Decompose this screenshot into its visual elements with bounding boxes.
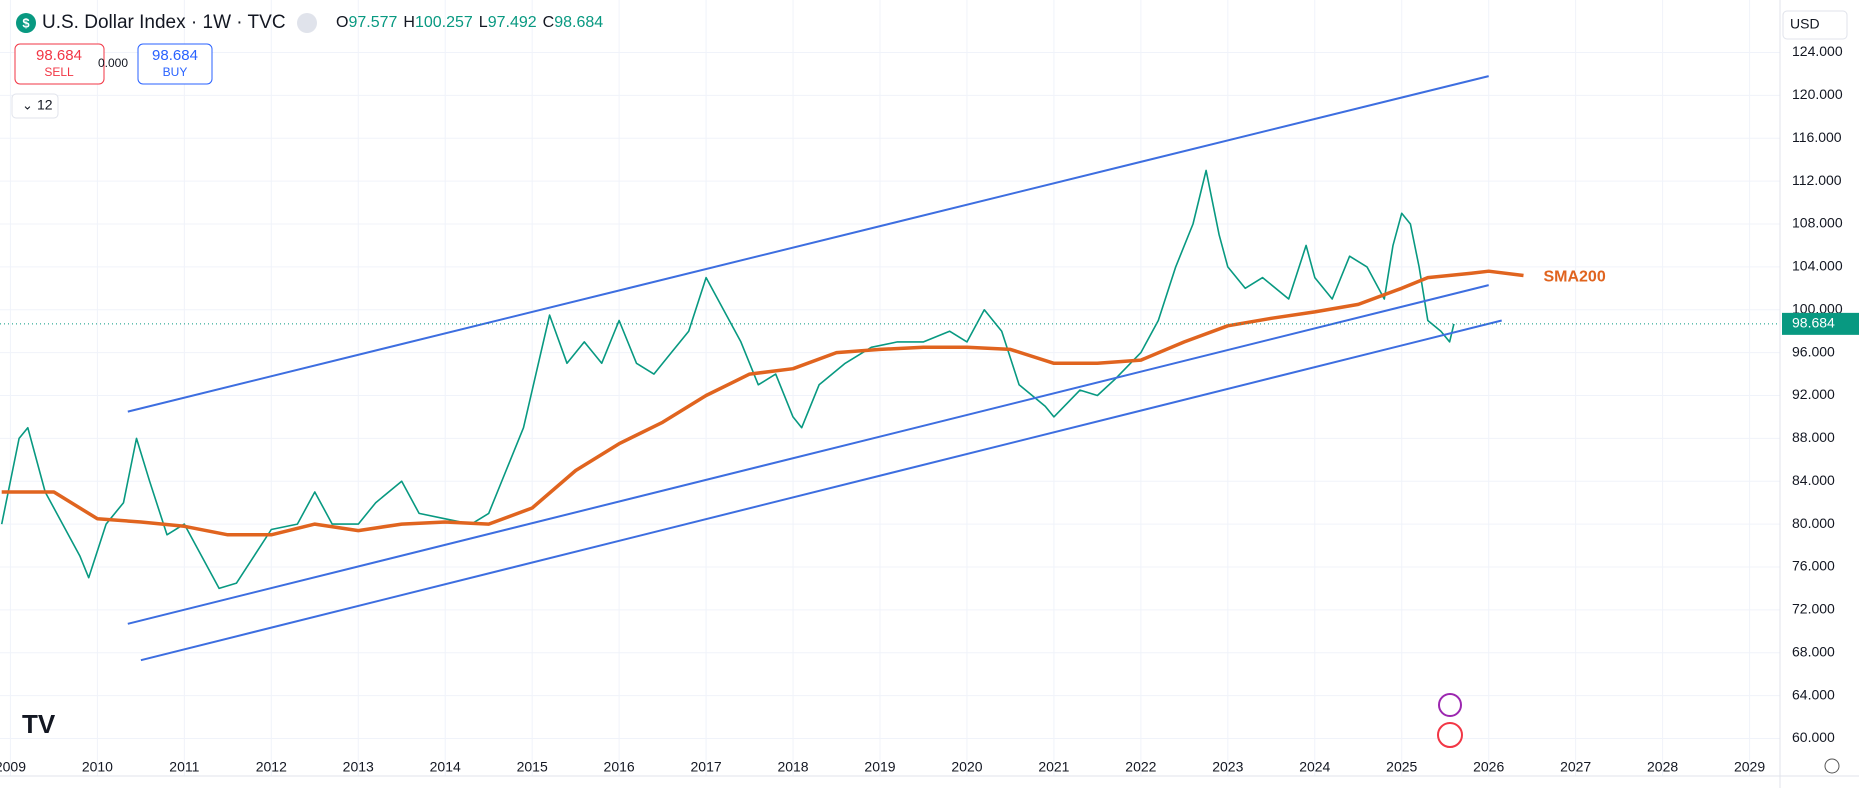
chevron: ⌄: [22, 97, 33, 112]
x-tick-label: 2023: [1212, 759, 1243, 775]
buy-button[interactable]: [137, 43, 213, 85]
spread: 0.000: [98, 56, 128, 70]
y-tick-label: 96.000: [1792, 343, 1835, 359]
ohlc-label: L: [479, 14, 488, 31]
sell-price: 98.684: [36, 47, 82, 64]
x-tick-label: 2026: [1473, 759, 1504, 775]
currency-button[interactable]: [1782, 10, 1848, 40]
x-tick-label: 2021: [1038, 759, 1069, 775]
collapse-button[interactable]: [297, 13, 317, 33]
x-tick-label: 2013: [343, 759, 374, 775]
event-icon[interactable]: [1438, 693, 1462, 717]
channel-line: [127, 284, 1489, 625]
y-tick-label: 100.000: [1792, 300, 1843, 316]
currency: USD: [1790, 16, 1820, 32]
ohlc-value: 100.257: [415, 14, 473, 31]
y-tick-label: 92.000: [1792, 386, 1835, 402]
x-tick-label: 2014: [430, 759, 461, 775]
buy-label: BUY: [163, 65, 188, 79]
x-tick-label: 2019: [864, 759, 895, 775]
buy-price: 98.684: [152, 47, 198, 64]
y-tick-label: 88.000: [1792, 429, 1835, 445]
channel-line: [140, 319, 1502, 662]
y-tick-label: 120.000: [1792, 86, 1843, 102]
chart-title: U.S. Dollar Index · 1W · TVC: [42, 12, 286, 33]
x-tick-label: 2010: [82, 759, 113, 775]
ohlc-label: O: [336, 14, 348, 31]
sell-label: SELL: [44, 65, 74, 79]
y-tick-label: 112.000: [1792, 172, 1842, 188]
symbol-icon-glyph: $: [22, 15, 30, 30]
interval-menu[interactable]: [11, 93, 59, 119]
logo: TV: [22, 709, 56, 739]
price-line: [0, 169, 1455, 590]
x-tick-label: 2012: [256, 759, 287, 775]
x-tick-label: 2028: [1647, 759, 1678, 775]
plot: SMA200: [0, 75, 1780, 662]
y-tick-label: 108.000: [1792, 215, 1843, 231]
x-tick-label: 2027: [1560, 759, 1591, 775]
y-tick-label: 84.000: [1792, 472, 1835, 488]
x-tick-label: 2009: [0, 759, 26, 775]
y-tick-label: 124.000: [1792, 43, 1843, 59]
y-tick-label: 64.000: [1792, 686, 1835, 702]
x-tick-label: 2020: [951, 759, 982, 775]
interval-value: 12: [37, 97, 53, 113]
x-tick-label: 2015: [517, 759, 548, 775]
y-tick-label: 116.000: [1792, 129, 1842, 145]
last-price-tag: [1782, 312, 1859, 335]
settings-icon[interactable]: [1824, 758, 1840, 774]
y-tick-label: 80.000: [1792, 515, 1835, 531]
sma-line: [1, 269, 1524, 537]
x-tick-label: 2017: [691, 759, 722, 775]
axes: 60.000 64.000 68.000 72.000 76.000 80.000 84.0…: [0, 43, 1859, 775]
x-tick-label: 2022: [1125, 759, 1156, 775]
ohlc-value: 97.492: [488, 14, 537, 31]
x-tick-label: 2011: [169, 759, 199, 775]
sell-button[interactable]: [14, 43, 105, 85]
ohlc: O97.577 H100.257 L97.492 C98.684: [336, 14, 603, 31]
y-tick-label: 60.000: [1792, 729, 1835, 745]
x-tick-label: 2016: [604, 759, 635, 775]
ohlc-label: C: [543, 14, 555, 31]
ohlc-value: 97.577: [348, 14, 397, 31]
symbol-icon: [16, 13, 36, 33]
flag-icon[interactable]: [1437, 722, 1463, 748]
x-tick-label: 2025: [1386, 759, 1417, 775]
channel-line: [127, 75, 1489, 413]
x-tick-label: 2029: [1734, 759, 1765, 775]
y-tick-label: 72.000: [1792, 601, 1835, 617]
x-tick-label: 2024: [1299, 759, 1330, 775]
y-tick-label: 68.000: [1792, 643, 1835, 659]
y-tick-label: 76.000: [1792, 558, 1835, 574]
x-tick-label: 2018: [777, 759, 808, 775]
last-price-label: 98.684: [1792, 315, 1835, 331]
series-label: SMA200: [1543, 269, 1605, 286]
ohlc-label: H: [403, 14, 415, 31]
ohlc-value: 98.684: [554, 14, 603, 31]
y-tick-label: 104.000: [1792, 258, 1843, 274]
